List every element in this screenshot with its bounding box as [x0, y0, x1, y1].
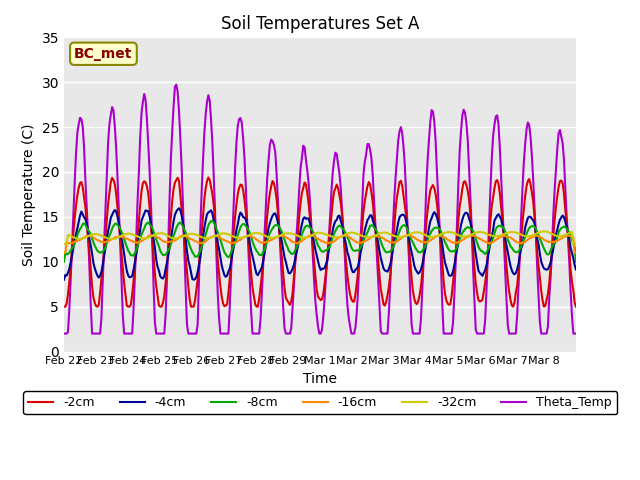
Legend: -2cm, -4cm, -8cm, -16cm, -32cm, Theta_Temp: -2cm, -4cm, -8cm, -16cm, -32cm, Theta_Te… [23, 391, 617, 414]
X-axis label: Time: Time [303, 372, 337, 386]
Title: Soil Temperatures Set A: Soil Temperatures Set A [221, 15, 419, 33]
Y-axis label: Soil Temperature (C): Soil Temperature (C) [22, 123, 36, 266]
Text: BC_met: BC_met [74, 47, 132, 61]
